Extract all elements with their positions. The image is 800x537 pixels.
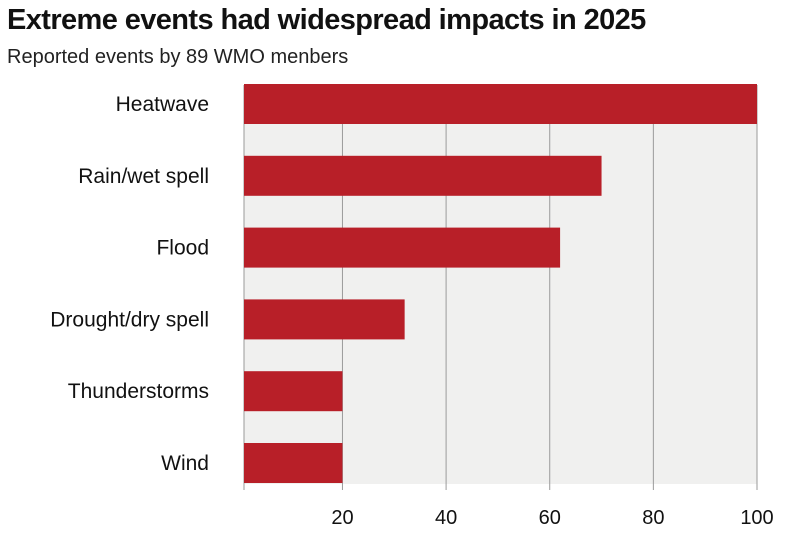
plot-background	[244, 85, 757, 484]
x-tick-label: 80	[642, 507, 664, 529]
bar-thunderstorms	[244, 371, 343, 412]
category-label: Heatwave	[116, 93, 209, 116]
category-label: Rain/wet spell	[78, 165, 209, 188]
gridlines	[243, 85, 758, 490]
x-tick-label: 40	[435, 507, 457, 529]
category-labels: Heatwave Rain/wet spell Flood Drought/dry s…	[50, 93, 209, 475]
category-label: Drought/dry spell	[50, 308, 209, 331]
bar-drought-dry-spell	[244, 299, 405, 340]
category-label: Flood	[156, 237, 209, 260]
x-tick-label: 100	[740, 507, 773, 529]
x-tick-label: 20	[331, 507, 353, 529]
bars	[244, 84, 757, 483]
chart-subtitle: Reported events by 89 WMO menbers	[7, 46, 349, 68]
category-label: Thunderstorms	[68, 380, 209, 403]
x-tick-label: 60	[539, 507, 561, 529]
bar-rain-wet-spell	[244, 155, 602, 196]
bar-heatwave	[244, 84, 757, 124]
chart-title: Extreme events had widespread impacts in…	[7, 4, 646, 36]
category-label: Wind	[161, 452, 209, 475]
x-axis-ticks: 20 40 60 80 100	[331, 507, 773, 529]
bar-wind	[244, 443, 343, 483]
bar-flood	[244, 227, 561, 268]
